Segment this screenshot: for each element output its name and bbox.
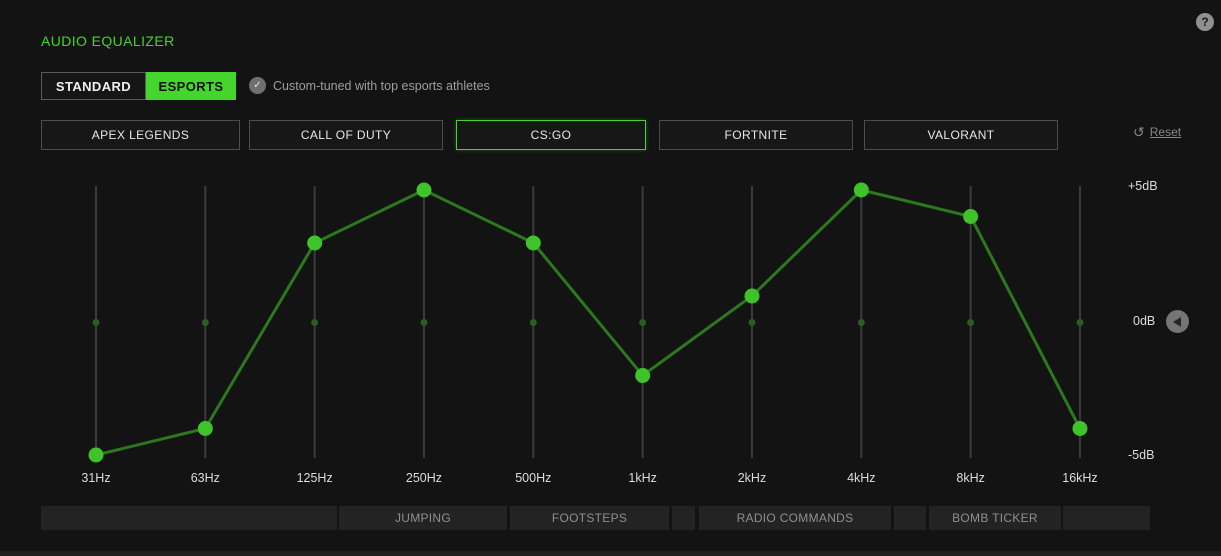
preset-button-csgo[interactable]: CS:GO bbox=[456, 120, 646, 150]
x-axis-label-63hz: 63Hz bbox=[191, 471, 220, 485]
eq-point-4khz[interactable] bbox=[853, 182, 869, 198]
checkmark-icon: ✓ bbox=[249, 77, 266, 94]
band-segment-bomb-ticker: BOMB TICKER bbox=[929, 506, 1061, 530]
page-title: AUDIO EQUALIZER bbox=[41, 33, 175, 49]
band-segment bbox=[672, 506, 695, 530]
reset-button[interactable]: ↺ Reset bbox=[1133, 124, 1181, 140]
eq-point-1khz[interactable] bbox=[635, 368, 651, 383]
collapse-panel-button[interactable] bbox=[1166, 310, 1189, 333]
eq-point-16khz[interactable] bbox=[1072, 421, 1088, 436]
band-segment bbox=[894, 506, 926, 530]
y-axis-label-minus5: -5dB bbox=[1128, 448, 1155, 462]
eq-point-63hz[interactable] bbox=[197, 421, 213, 436]
eq-zero-db-dot bbox=[1076, 319, 1084, 326]
eq-zero-db-dot bbox=[967, 319, 975, 326]
preset-button-fortnite[interactable]: FORTNITE bbox=[659, 120, 853, 150]
band-segment bbox=[41, 506, 337, 530]
eq-zero-db-dot bbox=[529, 319, 537, 326]
x-axis-label-16khz: 16kHz bbox=[1062, 471, 1097, 485]
x-axis-label-8khz: 8kHz bbox=[956, 471, 984, 485]
preset-button-apex-legends[interactable]: APEX LEGENDS bbox=[41, 120, 240, 150]
eq-point-125hz[interactable] bbox=[307, 235, 323, 251]
eq-point-2khz[interactable] bbox=[744, 288, 760, 304]
eq-zero-db-dot bbox=[420, 319, 428, 326]
band-segment-footsteps: FOOTSTEPS bbox=[510, 506, 669, 530]
bottom-divider bbox=[0, 551, 1221, 556]
eq-point-500hz[interactable] bbox=[525, 235, 541, 251]
mode-toggle: STANDARD ESPORTS bbox=[41, 72, 236, 100]
help-icon[interactable]: ? bbox=[1196, 13, 1214, 31]
band-segment-radio-commands: RADIO COMMANDS bbox=[699, 506, 891, 530]
chevron-left-icon bbox=[1172, 316, 1181, 327]
esports-note: Custom-tuned with top esports athletes bbox=[273, 79, 490, 93]
eq-zero-db-dot bbox=[201, 319, 209, 326]
reset-label: Reset bbox=[1149, 125, 1182, 139]
y-axis-label-plus5: +5dB bbox=[1128, 179, 1158, 193]
eq-curve bbox=[95, 188, 1082, 457]
eq-zero-db-dot bbox=[311, 319, 319, 326]
eq-zero-db-dot bbox=[748, 319, 756, 326]
tab-standard[interactable]: STANDARD bbox=[41, 72, 146, 100]
eq-zero-db-dot bbox=[92, 319, 100, 326]
y-axis-label-zero: 0dB bbox=[1133, 314, 1156, 328]
x-axis-label-250hz: 250Hz bbox=[406, 471, 442, 485]
x-axis-label-500hz: 500Hz bbox=[515, 471, 551, 485]
tab-esports[interactable]: ESPORTS bbox=[146, 72, 236, 100]
x-axis-label-4khz: 4kHz bbox=[847, 471, 875, 485]
x-axis-label-1khz: 1kHz bbox=[628, 471, 656, 485]
eq-zero-db-dot bbox=[639, 319, 647, 326]
eq-point-31hz[interactable] bbox=[88, 447, 104, 463]
preset-button-call-of-duty[interactable]: CALL OF DUTY bbox=[249, 120, 443, 150]
reset-icon: ↺ bbox=[1133, 124, 1145, 140]
band-segment-jumping: JUMPING bbox=[339, 506, 507, 530]
band-segment bbox=[1063, 506, 1150, 530]
equalizer-chart: 31Hz 63Hz 125Hz 250Hz 500Hz 1kHz 2kHz 4kHz 8kHz 1… bbox=[81, 182, 1098, 485]
eq-point-8khz[interactable] bbox=[963, 209, 979, 224]
eq-point-250hz[interactable] bbox=[416, 182, 432, 198]
preset-button-valorant[interactable]: VALORANT bbox=[864, 120, 1058, 150]
eq-zero-db-dot bbox=[857, 319, 865, 326]
x-axis-label-2khz: 2kHz bbox=[738, 471, 766, 485]
x-axis-label-125hz: 125Hz bbox=[297, 471, 333, 485]
x-axis-label-31hz: 31Hz bbox=[81, 471, 110, 485]
